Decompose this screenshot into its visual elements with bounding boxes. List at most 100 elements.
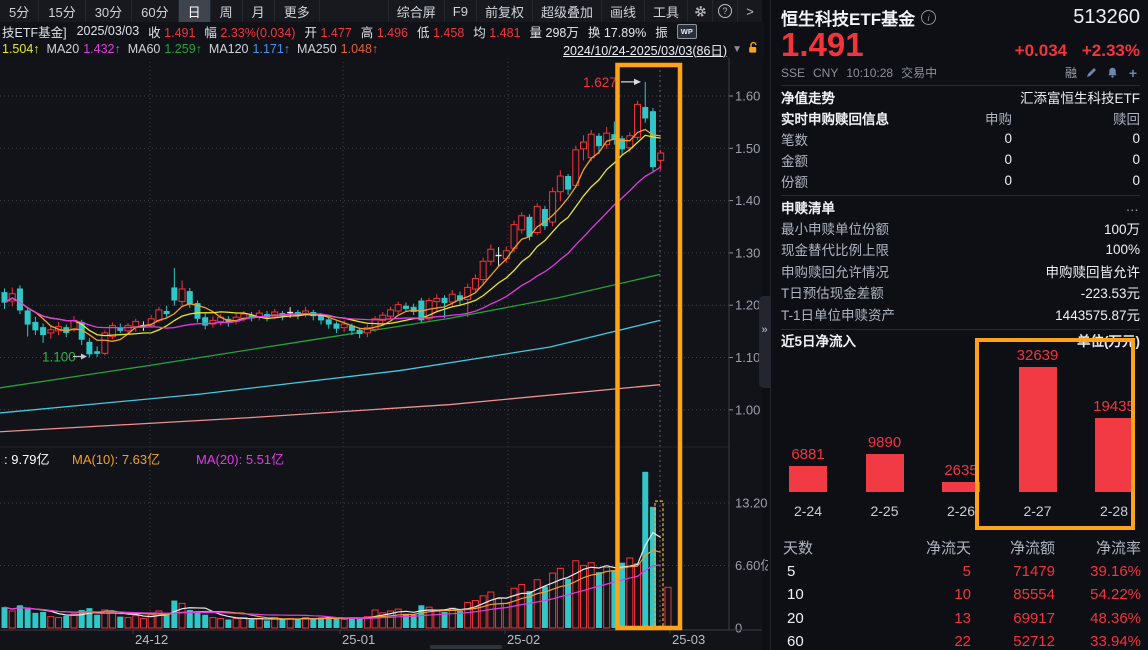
tool-button-F9[interactable]: F9 bbox=[443, 0, 476, 22]
table-header-row: 天数 净流天 净流额 净流率 bbox=[771, 536, 1148, 560]
net-inflow-table: 天数 净流天 净流额 净流率 5 5 71479 39.16% 10 10 85554 54.22% 2… bbox=[771, 536, 1148, 650]
period-tab-30分[interactable]: 30分 bbox=[86, 0, 133, 22]
period-tab-60分[interactable]: 60分 bbox=[132, 0, 179, 22]
flow-bar-value: 19435 bbox=[1093, 397, 1135, 415]
price-tick-label: 1.30 bbox=[735, 245, 760, 260]
x-axis-label: 25-02 bbox=[507, 632, 540, 647]
bell-icon[interactable] bbox=[1105, 67, 1119, 79]
panel-collapse-handle[interactable]: » bbox=[759, 296, 770, 388]
price-tick-label: 1.10 bbox=[735, 350, 760, 365]
period-tab-更多[interactable]: 更多 bbox=[275, 0, 320, 22]
margin-tag: 融 bbox=[1064, 66, 1077, 80]
net-inflow-bar-chart: 6881 2-24 9890 2-25 2635 2-26 32639 2-27 19435 2-… bbox=[771, 333, 1148, 533]
flow-bar-value: 2635 bbox=[944, 461, 978, 479]
realtime-header-row: 实时申购赎回信息 申购 赎回 bbox=[781, 111, 1140, 127]
list-item: 最小申赎单位份额 100万 bbox=[781, 221, 1140, 237]
chart-background bbox=[0, 58, 762, 650]
list-item: 申购赎回允许情况 申购赎回皆允许 bbox=[781, 264, 1140, 280]
table-row: 5 5 71479 39.16% bbox=[787, 562, 1141, 580]
ma120-line bbox=[0, 319, 661, 414]
volume-tick-label: 6.60亿 bbox=[735, 558, 768, 573]
volume-legend-item: MA(10): 7.63亿 bbox=[72, 452, 160, 467]
field-振: 振 bbox=[655, 25, 668, 40]
price-tick-label: 1.20 bbox=[735, 298, 760, 313]
x-axis-label: 25-03 bbox=[672, 632, 705, 647]
list-item: T日预估现金差额 -223.53元 bbox=[781, 286, 1140, 302]
price-tick-label: 1.50 bbox=[735, 141, 760, 156]
purchase-list-row: 申赎清单 … bbox=[781, 199, 1140, 216]
period-tab-15分[interactable]: 15分 bbox=[39, 0, 86, 22]
wp-window-icon[interactable]: WP bbox=[676, 23, 697, 39]
ma-legend-item: MA120 1.171↑ bbox=[208, 42, 291, 56]
currency-label: CNY bbox=[813, 65, 839, 80]
symbol-name-fragment: 技ETF基金] bbox=[2, 25, 67, 40]
x-axis-label: 25-01 bbox=[342, 632, 375, 647]
flow-bar-2-28 bbox=[1095, 417, 1133, 492]
tool-button-前复权[interactable]: 前复权 bbox=[475, 0, 532, 22]
info-icon[interactable]: i bbox=[921, 10, 937, 25]
volume-ma20-line bbox=[4, 564, 661, 620]
volume-tick-label: 0 bbox=[735, 621, 742, 636]
tool-button-画线[interactable]: 画线 bbox=[600, 0, 644, 22]
realtime-row: 笔数 0 0 bbox=[781, 131, 1140, 148]
last-price: 1.491 bbox=[781, 26, 864, 63]
col-header-净流率: 净流率 bbox=[1095, 540, 1141, 558]
more-button[interactable]: … bbox=[1125, 199, 1140, 214]
help-icon[interactable]: ? bbox=[712, 0, 737, 22]
table-row: 20 13 69917 48.36% bbox=[787, 609, 1141, 627]
day-info-bar: 技ETF基金] 2025/03/03 收 1.491 幅 2.33%(0.034)… bbox=[0, 22, 764, 40]
trading-status: 交易中 bbox=[901, 66, 938, 80]
candlestick-chart[interactable]: 1.60 1.50 1.40 1.30 1.20 1.10 1.00 13.20亿 6.60亿 0… bbox=[0, 0, 768, 650]
period-tab-月[interactable]: 月 bbox=[243, 0, 275, 22]
ma5-line bbox=[4, 128, 661, 342]
volume-ma10-line bbox=[4, 549, 661, 620]
field-收: 收 1.491 bbox=[148, 25, 196, 40]
price-tick-label: 1.40 bbox=[735, 193, 760, 208]
volume-legend-item: : 9.79亿 bbox=[4, 452, 50, 467]
fund-name: 恒生科技ETF基金 bbox=[781, 10, 916, 29]
quote-time: 10:10:28 bbox=[846, 65, 894, 80]
flow-bar-value: 32639 bbox=[1016, 347, 1059, 364]
current-volume-bar bbox=[664, 586, 672, 629]
flow-bar-2-24 bbox=[789, 465, 827, 492]
list-item: 现金替代比例上限 100% bbox=[781, 241, 1140, 259]
flow-bar-2-25 bbox=[865, 454, 904, 492]
field-高: 高 1.496 bbox=[360, 25, 408, 40]
date-range-selector[interactable]: 2024/10/24-2025/03/03(86日) bbox=[563, 43, 728, 58]
highlight-box-candles bbox=[615, 62, 683, 631]
chevron-down-icon[interactable]: ▼ bbox=[732, 43, 742, 55]
period-tab-周[interactable]: 周 bbox=[211, 0, 243, 22]
period-tab-日[interactable]: 日 bbox=[178, 0, 211, 22]
realtime-row: 金额 0 0 bbox=[781, 152, 1140, 169]
edit-icon[interactable] bbox=[1084, 67, 1098, 79]
toolbar: 5分 15分 30分 60分日周月更多 综合屏 F9 前复权 超级叠加 画线 工具 ? > bbox=[0, 0, 762, 23]
chevron-right-icon[interactable]: > bbox=[737, 0, 762, 22]
period-tab-5分[interactable]: 5分 bbox=[0, 0, 40, 22]
table-row: 10 10 85554 54.22% bbox=[787, 586, 1141, 604]
quote-panel: 恒生科技ETF基金 i 513260 1.491 +0.034 +2.33% S… bbox=[770, 0, 1148, 650]
table-row: 60 22 52712 33.94% bbox=[787, 633, 1141, 650]
field-均: 均 1.481 bbox=[473, 25, 521, 40]
flow-bar-category: 2-28 bbox=[1099, 503, 1129, 519]
price-tick-label: 1.00 bbox=[735, 402, 760, 417]
price-change: +0.034 +2.33% bbox=[1014, 41, 1140, 60]
list-item: T-1日单位申赎资产 1443575.87元 bbox=[781, 307, 1140, 323]
tool-button-group: 综合屏 F9 前复权 超级叠加 画线 工具 bbox=[387, 0, 687, 22]
tool-button-综合屏[interactable]: 综合屏 bbox=[387, 0, 444, 22]
add-icon[interactable]: + bbox=[1128, 64, 1138, 81]
volume-tick-label: 13.20亿 bbox=[735, 496, 768, 511]
tool-button-超级叠加[interactable]: 超级叠加 bbox=[531, 0, 601, 22]
tool-button-工具[interactable]: 工具 bbox=[643, 0, 687, 22]
horizontal-scrollbar bbox=[430, 645, 502, 649]
projected-volume-bar bbox=[654, 500, 664, 629]
volume-series bbox=[1, 471, 656, 629]
ma250-line bbox=[0, 384, 661, 433]
gear-icon[interactable] bbox=[687, 0, 712, 22]
unlock-icon[interactable] bbox=[747, 41, 760, 57]
low-price-annotation: 1.100 bbox=[42, 350, 76, 365]
field-换: 换 17.89% bbox=[587, 25, 647, 40]
col-header-净流额: 净流额 bbox=[1009, 540, 1055, 558]
fund-code: 513260 bbox=[1073, 6, 1140, 28]
flow-bar-category: 2-27 bbox=[1023, 503, 1052, 519]
